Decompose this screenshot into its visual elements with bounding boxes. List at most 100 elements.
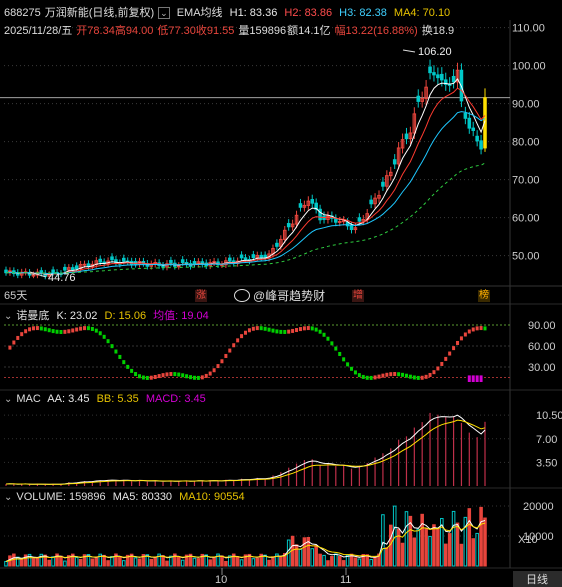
candle-body bbox=[337, 220, 342, 223]
indicator1-mark bbox=[63, 329, 67, 334]
indicator1-name[interactable]: 诺曼底 bbox=[16, 310, 50, 322]
indicator2-macd: MACD: 3.45 bbox=[145, 393, 206, 405]
volume-bar bbox=[306, 536, 311, 567]
high-value: 高94.00 bbox=[114, 25, 154, 37]
volume-bar bbox=[440, 518, 444, 567]
candle-body bbox=[122, 257, 126, 262]
settings-icon[interactable]: ⌄ bbox=[4, 311, 13, 322]
indicator1-mark bbox=[20, 332, 24, 337]
volume-bar bbox=[255, 557, 260, 567]
indicator2-name[interactable]: MAC bbox=[16, 393, 41, 405]
indicator1-mark bbox=[165, 372, 169, 377]
candle-body bbox=[70, 267, 75, 271]
badge-zhang[interactable]: 涨 bbox=[195, 290, 207, 302]
volume-bar bbox=[318, 553, 322, 567]
settings-icon[interactable]: ⌄ bbox=[4, 394, 13, 405]
indicator1-mark bbox=[47, 328, 51, 333]
indicator2-axis-label: 3.50 bbox=[536, 457, 557, 469]
candle-body bbox=[169, 259, 173, 264]
indicator1-mark bbox=[467, 329, 471, 334]
indicator1-bar bbox=[471, 375, 475, 382]
indicator1-mark bbox=[428, 372, 432, 377]
indicator1-mark bbox=[271, 328, 275, 333]
volume-bar bbox=[420, 513, 424, 567]
price-axis-label: 60.00 bbox=[512, 213, 540, 225]
weibo-icon bbox=[234, 289, 250, 302]
indicator1-bar bbox=[467, 375, 471, 382]
volume-bar bbox=[228, 555, 232, 567]
volume-bar bbox=[330, 555, 334, 567]
indicator1-mark bbox=[346, 362, 350, 367]
volume-bar bbox=[275, 553, 279, 567]
max-marker-line bbox=[402, 49, 416, 53]
header-row-2: 2025/11/28/五 开78.34高94.00 低77.30收91.55 量159… bbox=[4, 22, 458, 38]
indicator1-header: ⌄ 诺曼底 K: 23.02 D: 15.06 均值: 19.04 bbox=[4, 307, 213, 323]
candle-body bbox=[443, 79, 448, 85]
candle-body bbox=[353, 227, 358, 231]
indicator1-mark bbox=[177, 372, 181, 377]
candle-body bbox=[294, 214, 299, 225]
indicator1-mark bbox=[408, 374, 412, 379]
indicator1-mark bbox=[16, 335, 20, 340]
volume-bar bbox=[78, 558, 83, 567]
volume-bar bbox=[184, 554, 189, 567]
volume-bar bbox=[475, 532, 479, 567]
indicator1-mark bbox=[279, 329, 283, 334]
candle-body bbox=[369, 199, 373, 205]
candle-body bbox=[306, 200, 311, 206]
volume-bar bbox=[153, 556, 157, 567]
time-label-11: 11 bbox=[340, 574, 351, 586]
indicator1-mark bbox=[401, 372, 405, 377]
volume-bar bbox=[67, 555, 71, 567]
ema-label[interactable]: EMA均线 bbox=[176, 7, 223, 19]
indicator1-mark bbox=[291, 328, 295, 333]
chart-mode[interactable]: (日线,前复权) bbox=[88, 7, 155, 19]
indicator1-mark bbox=[228, 348, 232, 353]
ema-h1-line bbox=[5, 78, 486, 276]
candle-body bbox=[463, 112, 468, 119]
badge-zeng[interactable]: 增 bbox=[352, 290, 364, 302]
indicator1-mark bbox=[212, 368, 216, 373]
volume-bar bbox=[200, 553, 205, 567]
volume-bar bbox=[365, 554, 369, 567]
candle-body bbox=[349, 225, 354, 231]
indicator1-mark bbox=[361, 374, 365, 379]
candle-body bbox=[400, 139, 405, 149]
volume-ma10: MA10: 90554 bbox=[179, 491, 245, 503]
volume-bar bbox=[479, 506, 483, 567]
candle-body bbox=[334, 218, 338, 223]
candle-body bbox=[341, 220, 346, 223]
indicator1-mark bbox=[287, 329, 291, 334]
candle-body bbox=[243, 257, 248, 260]
candle-body bbox=[318, 208, 322, 221]
volume-value: 量159896 bbox=[238, 25, 287, 37]
indicator1-mark bbox=[263, 326, 267, 331]
indicator2-axis-label: 7.00 bbox=[536, 434, 557, 446]
date-label: 2025/11/28/五 bbox=[4, 25, 73, 37]
header-row-1: 688275 万润新能(日线,前复权) ⌄ EMA均线 H1: 83.36 H2: … bbox=[4, 4, 454, 20]
dropdown-icon[interactable]: ⌄ bbox=[158, 7, 170, 19]
indicator1-mark bbox=[173, 372, 177, 377]
candle-body bbox=[392, 159, 397, 165]
badge-bang[interactable]: 榜 bbox=[478, 290, 490, 302]
volume-bar bbox=[263, 554, 267, 567]
indicator1-mark bbox=[43, 327, 47, 332]
h1-value: H1: 83.36 bbox=[229, 7, 278, 19]
indicator1-mark bbox=[189, 375, 193, 380]
volume-bar bbox=[118, 556, 122, 567]
candle-body bbox=[377, 194, 381, 199]
candle-body bbox=[428, 66, 432, 74]
indicator1-mark bbox=[302, 326, 306, 331]
volume-bar bbox=[432, 524, 436, 567]
indicator1-mark bbox=[28, 327, 32, 332]
indicator1-mark bbox=[192, 375, 196, 380]
period-button[interactable]: 日线 bbox=[526, 572, 548, 586]
indicator1-mark bbox=[463, 332, 467, 337]
settings-icon[interactable]: ⌄ bbox=[4, 492, 13, 503]
indicator1-mark bbox=[310, 326, 314, 331]
candle-body bbox=[220, 264, 224, 267]
volume-label[interactable]: VOLUME: 159896 bbox=[16, 491, 106, 503]
volume-bar bbox=[247, 553, 252, 567]
volume-bar bbox=[381, 514, 385, 567]
